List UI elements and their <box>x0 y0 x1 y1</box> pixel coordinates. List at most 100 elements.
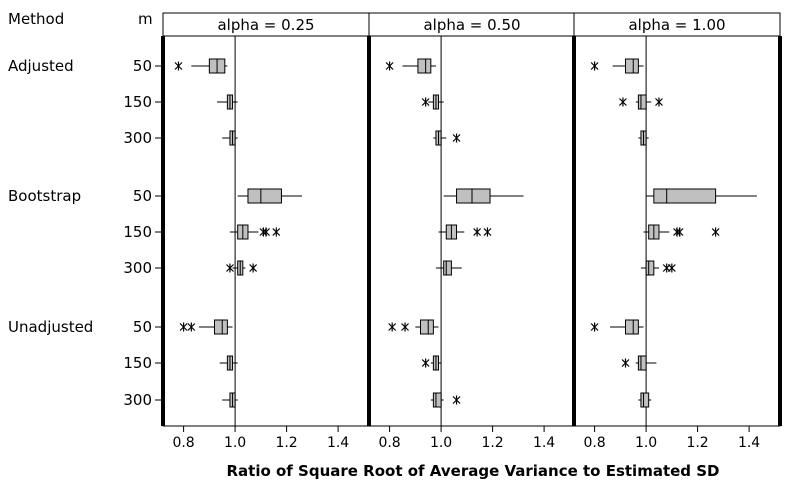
panel-title: alpha = 1.00 <box>628 16 725 34</box>
method-label: Adjusted <box>8 57 74 75</box>
m-column-header: m <box>138 10 153 28</box>
m-label: 150 <box>123 223 152 241</box>
box-bootstrap-50 <box>237 188 303 204</box>
iqr-box <box>443 260 452 276</box>
x-tick-label: 1.0 <box>430 435 452 451</box>
iqr-box <box>420 319 434 335</box>
iqr-box <box>653 188 717 204</box>
panels: alpha = 0.25 alpha = 0.50 alpha = 1.00 <box>161 12 782 427</box>
box-adjusted-150 <box>217 94 238 110</box>
iqr-box <box>625 319 639 335</box>
x-tick-label: 0.8 <box>378 435 400 451</box>
m-label: 300 <box>123 129 152 147</box>
outlier-point <box>655 97 663 107</box>
panel-3: alpha = 1.00 <box>573 12 781 427</box>
iqr-box <box>456 188 491 204</box>
box-unadjusted-150 <box>621 355 657 371</box>
x-tick-label: 1.2 <box>481 435 503 451</box>
x-tick-label: 1.4 <box>738 435 760 451</box>
iqr-box <box>417 58 432 74</box>
box-bootstrap-300 <box>226 260 258 276</box>
panel-title: alpha = 0.25 <box>217 16 314 34</box>
box-adjusted-300 <box>638 130 649 146</box>
iqr-box <box>637 355 647 371</box>
outlier-point <box>388 322 397 332</box>
outlier-point <box>452 395 461 405</box>
outlier-point <box>452 133 461 143</box>
outlier-point <box>385 61 394 71</box>
panel-2: alpha = 0.50 <box>368 12 576 427</box>
outlier-point <box>590 322 599 332</box>
box-bootstrap-300 <box>640 260 676 276</box>
m-label: 150 <box>123 354 152 372</box>
panel-frame <box>368 35 576 427</box>
m-label: 150 <box>123 93 152 111</box>
iqr-box <box>637 94 647 110</box>
outlier-point <box>226 263 234 273</box>
outlier-point <box>421 97 430 107</box>
outlier-point <box>667 263 676 273</box>
box-unadjusted-50 <box>590 319 644 335</box>
outlier-point <box>174 61 183 71</box>
x-axis-title: Ratio of Square Root of Average Variance… <box>226 462 719 480</box>
box-adjusted-150 <box>421 94 444 110</box>
iqr-box <box>625 58 639 74</box>
m-label: 300 <box>123 259 152 277</box>
box-adjusted-50 <box>385 58 436 74</box>
box-adjusted-50 <box>590 58 644 74</box>
x-axis: 0.8 1.0 1.2 1.4 0.8 1.0 1.2 1.4 0.8 1.0 1.2 1.4 <box>172 426 760 451</box>
outlier-point <box>621 358 630 368</box>
m-label: 50 <box>133 187 152 205</box>
outlier-point <box>179 322 188 332</box>
box-bootstrap-150 <box>643 224 720 240</box>
method-column-header: Method <box>8 10 64 28</box>
outlier-point <box>272 227 281 237</box>
box-unadjusted-300 <box>638 392 652 408</box>
iqr-box <box>640 392 650 408</box>
box-adjusted-300 <box>222 130 238 146</box>
method-label: Unadjusted <box>8 318 93 336</box>
m-label: 300 <box>123 391 152 409</box>
outlier-point <box>619 97 627 107</box>
panel-title: alpha = 0.50 <box>423 16 520 34</box>
x-tick-label: 1.2 <box>275 435 297 451</box>
box-adjusted-50 <box>174 58 228 74</box>
outlier-point <box>675 227 684 237</box>
row-labels: Adjusted 50 150 300 Bootstrap 50 150 300 Unadjus… <box>8 57 163 409</box>
outlier-point <box>187 322 196 332</box>
x-tick-label: 1.0 <box>635 435 657 451</box>
method-label: Bootstrap <box>8 187 81 205</box>
box-adjusted-150 <box>619 94 663 110</box>
box-unadjusted-50 <box>179 319 233 335</box>
outlier-point <box>483 227 492 237</box>
outlier-point <box>590 61 599 71</box>
x-tick-label: 1.4 <box>533 435 555 451</box>
box-bootstrap-300 <box>435 260 462 276</box>
x-tick-label: 1.2 <box>686 435 708 451</box>
outlier-point <box>262 227 270 237</box>
iqr-box <box>247 188 282 204</box>
x-tick-label: 1.4 <box>327 435 349 451</box>
outlier-point <box>249 263 258 273</box>
x-tick-label: 1.0 <box>224 435 246 451</box>
panel-1: alpha = 0.25 <box>162 12 370 427</box>
box-bootstrap-50 <box>646 188 757 204</box>
iqr-box <box>214 319 228 335</box>
box-bootstrap-150 <box>229 224 281 240</box>
box-unadjusted-300 <box>430 392 461 408</box>
box-adjusted-300 <box>433 130 461 146</box>
box-bootstrap-50 <box>443 188 524 204</box>
iqr-box <box>432 392 442 408</box>
x-tick-label: 0.8 <box>583 435 605 451</box>
box-unadjusted-300 <box>222 392 238 408</box>
m-label: 50 <box>133 57 152 75</box>
m-label: 50 <box>133 318 152 336</box>
outlier-point <box>401 322 409 332</box>
iqr-box <box>645 260 655 276</box>
box-unadjusted-150 <box>219 355 238 371</box>
outlier-point <box>473 227 482 237</box>
box-bootstrap-150 <box>438 224 492 240</box>
x-tick-label: 0.8 <box>172 435 194 451</box>
box-unadjusted-50 <box>388 319 439 335</box>
